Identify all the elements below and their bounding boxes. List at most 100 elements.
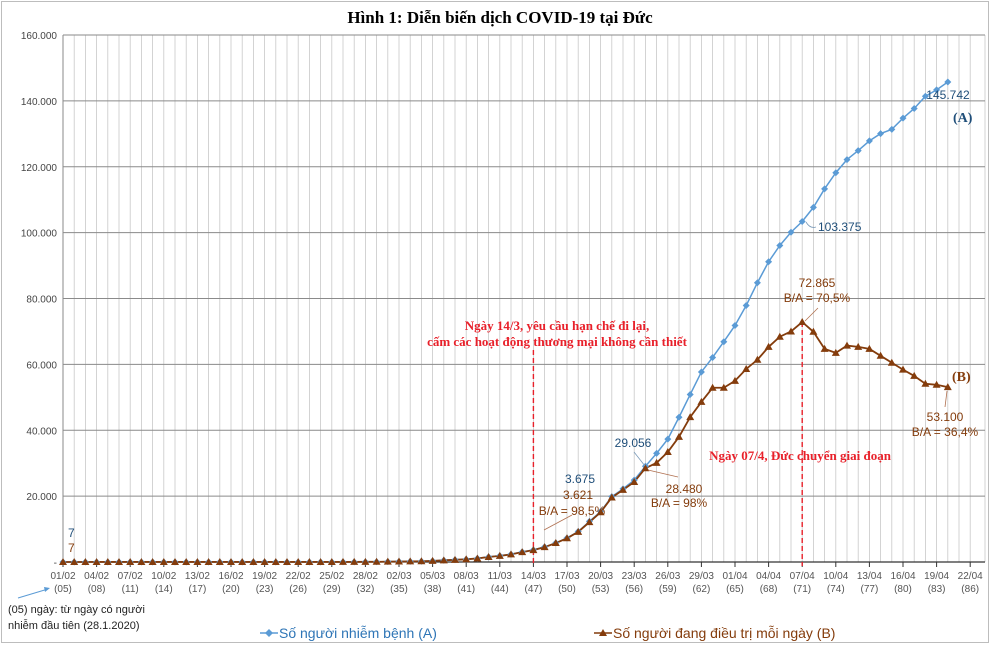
series-b-point xyxy=(137,557,146,565)
series-b-point xyxy=(372,557,381,565)
series-b-point xyxy=(204,557,213,565)
series-a-point xyxy=(888,125,896,133)
series-b-point xyxy=(607,493,616,501)
series-b-point xyxy=(361,557,370,565)
series-a-point xyxy=(686,390,694,398)
series-a-point xyxy=(697,368,705,376)
legend-item-b: Số người đang điều trị mỗi ngày (B) xyxy=(594,625,835,641)
series-b-point xyxy=(932,380,941,388)
series-b-point xyxy=(551,539,560,547)
x-tick-day: (08) xyxy=(88,584,106,595)
y-tick-label: 120.000 xyxy=(21,163,58,174)
series-b-point xyxy=(507,550,515,558)
series-b-point xyxy=(719,383,728,391)
series-b-point xyxy=(417,557,426,565)
x-tick-day: (23) xyxy=(256,584,274,595)
series-b-point xyxy=(70,557,79,565)
series-b-point xyxy=(887,358,896,366)
series-b-point xyxy=(854,342,863,350)
series-a-point xyxy=(742,302,750,310)
series-b-point xyxy=(921,379,930,387)
x-tick-day: (71) xyxy=(793,584,811,595)
x-tick-date: 19/02 xyxy=(252,571,277,582)
series-b-point xyxy=(798,318,807,326)
series-b-point xyxy=(473,554,482,562)
series-a-point xyxy=(798,218,806,226)
x-tick-date: 16/02 xyxy=(218,571,243,582)
series-b-point xyxy=(215,557,224,565)
series-a-point xyxy=(877,130,885,138)
series-b-point xyxy=(742,364,751,372)
x-tick-day: (47) xyxy=(525,584,543,595)
series-b-point xyxy=(227,557,235,565)
x-tick-date: 13/04 xyxy=(857,571,882,582)
x-tick-day: (14) xyxy=(155,584,173,595)
x-tick-day: (56) xyxy=(625,584,643,595)
label-b-0704: 72.865 xyxy=(799,276,836,290)
x-tick-day: (05) xyxy=(54,584,72,595)
series-a-point xyxy=(664,435,672,443)
series-b-point xyxy=(585,518,594,526)
series-b-point xyxy=(115,557,123,565)
series-a-point xyxy=(821,185,829,193)
label-ratio-2303: B/A = 98% xyxy=(651,496,708,510)
series-b-point xyxy=(495,551,504,559)
series-a-point xyxy=(653,449,661,457)
y-tick-label: 100.000 xyxy=(21,229,58,240)
leader-b-2303 xyxy=(647,469,679,478)
series-a-point xyxy=(910,104,918,112)
x-tick-day: (83) xyxy=(928,584,946,595)
x-tick-day: (62) xyxy=(693,584,711,595)
x-tick-date: 10/02 xyxy=(151,571,176,582)
label-a-2303: 29.056 xyxy=(615,436,652,450)
x-tick-day: (50) xyxy=(558,584,576,595)
x-tick-date: 11/03 xyxy=(488,571,513,582)
label-ratio-1403: B/A = 98,5% xyxy=(539,504,606,518)
y-tick-label: 20.000 xyxy=(26,492,57,503)
series-b-point xyxy=(182,557,191,565)
x-tick-day: (65) xyxy=(726,584,744,595)
label-b-2303: 28.480 xyxy=(666,482,703,496)
leader-b-end xyxy=(944,390,948,408)
x-tick-date: 29/03 xyxy=(689,571,714,582)
label-a-end: 145.742 xyxy=(926,88,970,102)
x-tick-day: (35) xyxy=(390,584,408,595)
x-tick-date: 19/04 xyxy=(924,571,949,582)
x-tick-day: (68) xyxy=(760,584,778,595)
series-b-point xyxy=(305,557,314,565)
series-b-point xyxy=(663,447,672,455)
x-tick-day: (86) xyxy=(961,584,979,595)
x-tick-date: 07/02 xyxy=(118,571,143,582)
series-b-point xyxy=(753,355,762,363)
x-tick-date: 25/02 xyxy=(319,571,344,582)
label-a-start: 7 xyxy=(68,526,75,540)
label-b-end: 53.100 xyxy=(927,410,964,424)
label-a-0704: 103.375 xyxy=(818,220,862,234)
series-b-point xyxy=(238,557,247,565)
series-b-point xyxy=(899,365,907,373)
footnote-line1: (05) ngày: từ ngày có người xyxy=(8,604,145,616)
series-b-point xyxy=(574,527,583,535)
leader-1403 xyxy=(543,514,573,531)
series-b-point xyxy=(260,557,269,565)
leader-b-0704 xyxy=(804,307,819,322)
series-b-point xyxy=(943,383,952,391)
series-b-point xyxy=(775,332,784,340)
x-tick-date: 22/02 xyxy=(286,571,311,582)
series-b-point xyxy=(462,555,471,563)
series-b-point xyxy=(383,557,392,565)
series-a-point xyxy=(709,353,717,361)
series-b-point xyxy=(171,557,179,565)
series-b-point xyxy=(59,557,67,565)
x-tick-date: 02/03 xyxy=(386,571,411,582)
y-tick-label: 60.000 xyxy=(26,360,57,371)
x-tick-date: 26/03 xyxy=(655,571,680,582)
x-tick-date: 14/03 xyxy=(521,571,546,582)
x-tick-day: (20) xyxy=(222,584,240,595)
event-lines xyxy=(532,322,803,566)
x-tick-date: 01/04 xyxy=(722,571,747,582)
series-b-point xyxy=(831,348,840,356)
series-a-point xyxy=(675,413,683,421)
series-a-point xyxy=(720,338,728,346)
